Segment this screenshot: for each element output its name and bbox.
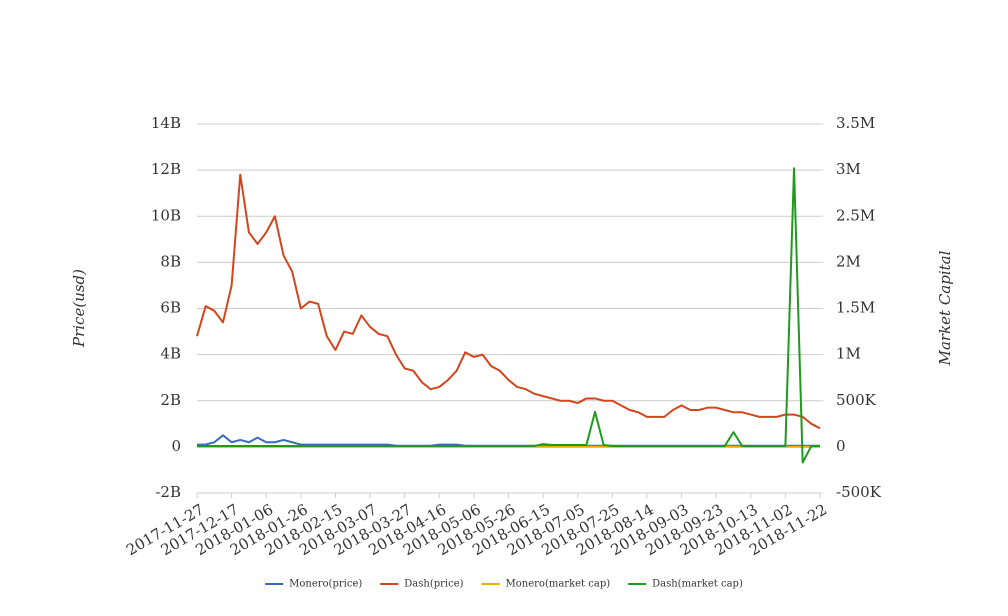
y-tick-label: -2B: [155, 483, 181, 501]
y-tick-label: 8B: [160, 252, 181, 270]
y2-tick-label: -500K: [836, 483, 882, 501]
y-tick-label: 14B: [151, 114, 181, 132]
y-tick-label: 0: [171, 437, 181, 455]
y-tick-label: 4B: [160, 345, 181, 363]
y2-axis-title: Market Capital: [936, 250, 954, 366]
legend-label: Monero(price): [289, 579, 362, 590]
y2-tick-label: 2.5M: [836, 206, 875, 224]
y-tick-label: 10B: [151, 206, 181, 224]
y2-tick-label: 2M: [836, 252, 861, 270]
y2-tick-label: 3M: [836, 160, 861, 178]
legend-label: Dash(price): [404, 579, 463, 590]
legend-label: Monero(market cap): [506, 579, 611, 590]
y2-tick-label: 1M: [836, 345, 861, 363]
y-tick-label: 6B: [160, 299, 181, 317]
series-line: [196, 173, 821, 430]
y-axis-title: Price(usd): [70, 269, 88, 348]
y2-tick-label: 500K: [836, 391, 877, 409]
series-line: [197, 167, 820, 464]
legend-label: Dash(market cap): [652, 579, 743, 590]
y2-tick-label: 1.5M: [836, 299, 875, 317]
y-tick-label: 2B: [160, 391, 181, 409]
y-tick-label: 12B: [151, 160, 181, 178]
y2-tick-label: 3.5M: [836, 114, 875, 132]
y2-tick-label: 0: [836, 437, 846, 455]
